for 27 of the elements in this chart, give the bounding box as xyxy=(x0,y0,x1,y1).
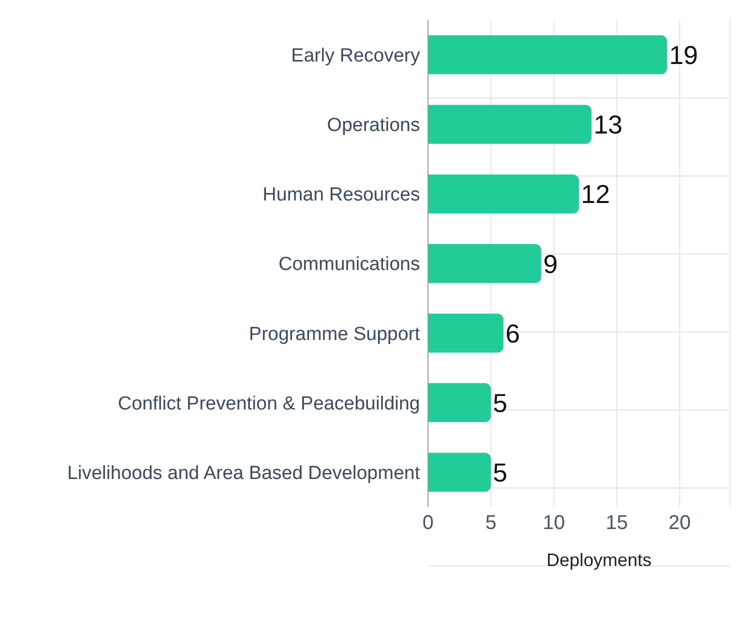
y-tick-label: Operations xyxy=(327,115,420,136)
bar xyxy=(428,244,542,284)
x-tick-label: 5 xyxy=(485,512,496,534)
y-tick-label: Early Recovery xyxy=(291,46,420,67)
y-tick-label: Human Resources xyxy=(262,184,420,206)
y-tick-label: Livelihoods and Area Based Development xyxy=(67,462,421,484)
x-axis-title: Deployments xyxy=(546,550,652,570)
bar xyxy=(428,383,491,422)
x-tick-label: 0 xyxy=(422,512,434,534)
x-tick-label: 20 xyxy=(668,512,691,534)
data-label: 13 xyxy=(594,110,623,140)
x-tick-label: 10 xyxy=(542,512,565,534)
data-label: 9 xyxy=(543,248,558,279)
bar xyxy=(428,452,491,492)
bar xyxy=(428,314,504,353)
y-tick-label: Communications xyxy=(278,254,420,276)
bar xyxy=(428,35,668,74)
bar xyxy=(428,174,579,214)
data-label: 19 xyxy=(669,40,698,70)
bar xyxy=(428,104,592,144)
data-label: 5 xyxy=(492,388,508,418)
data-label: 6 xyxy=(506,318,520,348)
data-label: 5 xyxy=(492,457,508,488)
data-label: 12 xyxy=(581,179,610,210)
y-tick-label: Conflict Prevention & Peacebuilding xyxy=(118,393,420,414)
y-tick-label: Programme Support xyxy=(248,324,421,345)
x-tick-label: 15 xyxy=(606,512,628,534)
